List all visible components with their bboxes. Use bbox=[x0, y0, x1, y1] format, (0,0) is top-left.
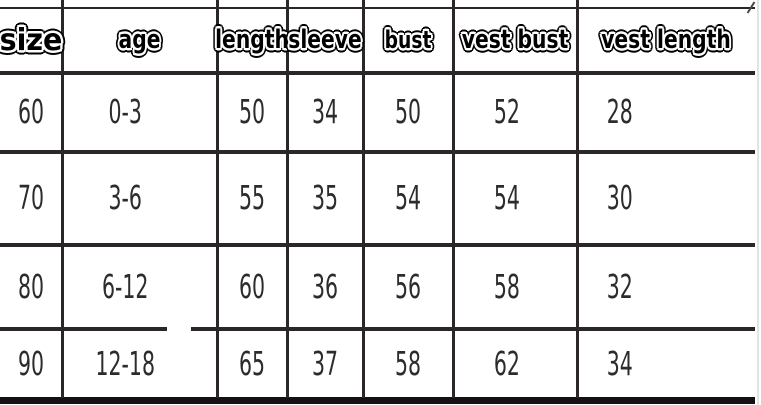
column-divider bbox=[286, 0, 289, 398]
column-divider bbox=[576, 0, 579, 398]
cell-vest-bust: 54 bbox=[493, 178, 520, 217]
column-divider bbox=[216, 0, 219, 398]
cell-length: 60 bbox=[238, 267, 266, 306]
header-size: size bbox=[0, 22, 63, 58]
row-divider bbox=[0, 243, 755, 247]
table-grid: size age length sleeve bust vest bust ve… bbox=[0, 9, 755, 398]
cell-bust: 50 bbox=[394, 91, 422, 131]
cell-size: 60 bbox=[17, 91, 45, 131]
cell-length: 55 bbox=[238, 178, 266, 217]
table-top-border bbox=[0, 7, 755, 9]
cell-vest-length: 30 bbox=[606, 178, 633, 217]
cell-vest-bust: 62 bbox=[493, 344, 520, 383]
cell-age: 0-3 bbox=[108, 91, 142, 131]
cell-length: 50 bbox=[238, 91, 266, 131]
column-divider bbox=[452, 0, 455, 398]
table-bottom-border bbox=[0, 397, 755, 404]
cell-vest-length: 28 bbox=[606, 91, 633, 131]
column-divider bbox=[362, 0, 365, 398]
header-vest-length: vest length bbox=[601, 25, 731, 55]
cell-bust: 54 bbox=[394, 178, 422, 217]
cell-vest-bust: 58 bbox=[493, 267, 520, 306]
cell-sleeve: 35 bbox=[311, 178, 339, 217]
cell-length: 65 bbox=[238, 344, 266, 383]
cell-age: 3-6 bbox=[108, 178, 142, 217]
cell-size: 80 bbox=[17, 267, 45, 306]
header-bust: bust bbox=[384, 26, 432, 54]
cell-bust: 56 bbox=[394, 267, 422, 306]
header-vest-bust: vest bust bbox=[461, 25, 569, 55]
column-divider bbox=[61, 0, 64, 398]
cell-age: 12-18 bbox=[95, 344, 155, 383]
cell-vest-length: 32 bbox=[606, 267, 633, 306]
cell-vest-bust: 52 bbox=[493, 91, 520, 131]
row-divider bbox=[0, 150, 755, 154]
cell-size: 90 bbox=[17, 344, 45, 383]
cell-size: 70 bbox=[17, 178, 45, 217]
row-divider bbox=[0, 327, 755, 331]
header-length: length bbox=[215, 25, 289, 55]
cell-bust: 58 bbox=[394, 344, 422, 383]
cell-age: 6-12 bbox=[102, 267, 149, 306]
scan-gap-artifact bbox=[167, 325, 191, 334]
cell-vest-length: 34 bbox=[606, 344, 633, 383]
header-sleeve: sleeve bbox=[288, 25, 362, 55]
row-divider bbox=[0, 71, 755, 75]
cell-sleeve: 36 bbox=[311, 267, 339, 306]
header-age: age bbox=[118, 25, 161, 55]
cell-sleeve: 37 bbox=[311, 344, 339, 383]
page-edge-line bbox=[757, 0, 759, 405]
cell-sleeve: 34 bbox=[311, 91, 339, 131]
